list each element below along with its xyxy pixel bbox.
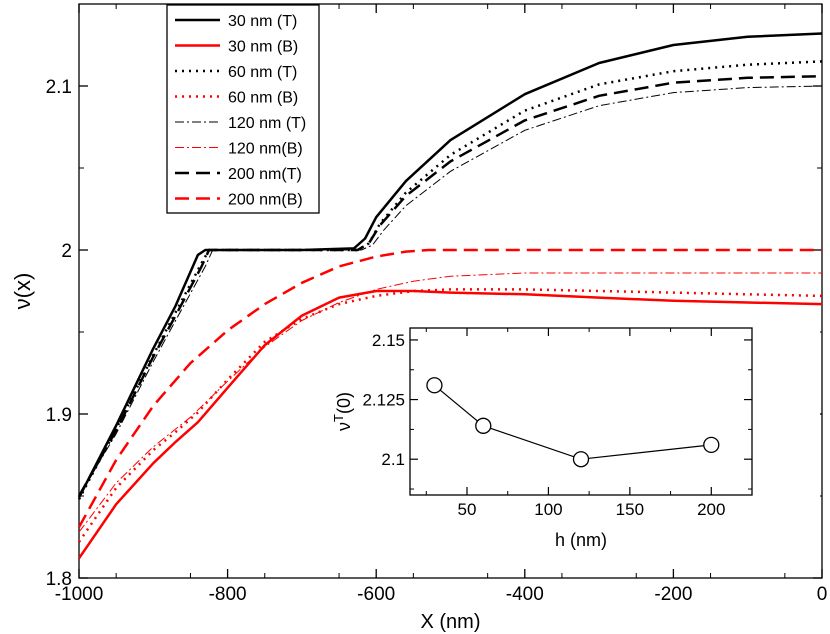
- inset-point-2: [572, 451, 590, 468]
- y-tick-label: 1.8: [46, 569, 72, 590]
- y-tick-label: 2: [61, 241, 72, 262]
- y-axis-label: ν(x): [10, 273, 35, 310]
- x-tick-label: 0: [817, 584, 828, 605]
- inset-point-3: [703, 436, 720, 454]
- inset-x-tick-label: 150: [616, 500, 644, 519]
- x-tick-label: -800: [209, 584, 247, 605]
- legend-label-4: 120 nm (T): [228, 115, 306, 132]
- inset-plot: 50 100 150 200 2.1 2.125 2.15 h (nm) νT(0): [331, 322, 820, 554]
- plot-frame: [78, 3, 823, 579]
- legend: 30 nm (T) 30 nm (B) 60 nm (T) 60 nm (B) 120 …: [166, 4, 320, 214]
- series-line-3: [77, 288, 823, 543]
- x-axis-label: X (nm): [421, 611, 481, 633]
- series-line-2: [77, 60, 823, 500]
- y-tick-label: 2.1: [46, 77, 72, 98]
- inset-x-tick-label: 100: [534, 500, 562, 519]
- x-tick-label: -600: [357, 584, 395, 605]
- legend-label-5: 120 nm(B): [228, 141, 303, 158]
- series-line-5: [78, 272, 822, 533]
- legend-label-1: 30 nm (B): [228, 39, 298, 56]
- inset-y-tick-label: 2.1: [381, 450, 405, 469]
- series-line-6: [77, 74, 823, 497]
- inset-x-tick-label: 200: [697, 500, 725, 519]
- series-line-7: [77, 248, 822, 528]
- inset-frame: [409, 327, 753, 496]
- inset-point-1: [475, 417, 492, 434]
- x-tick-label: -400: [506, 584, 544, 605]
- legend-label-0: 30 nm (T): [228, 13, 297, 30]
- inset-series-line: [434, 384, 712, 460]
- legend-box: [166, 4, 320, 214]
- inset-point-0: [426, 377, 443, 394]
- x-tick-label: -1000: [55, 584, 104, 605]
- series-line-1: [77, 289, 823, 560]
- x-tick-label: -200: [654, 584, 692, 605]
- inset-x-axis-label: h (nm): [555, 530, 607, 550]
- legend-label-7: 200 nm(B): [228, 192, 303, 209]
- series-line-0: [77, 32, 823, 499]
- legend-label-2: 60 nm (T): [228, 64, 297, 81]
- main-plot: -1000 -800 -600 -400 -200 0 1.8 1.9 2 2.1 X (nm) ν(…: [10, 3, 828, 633]
- inset-y-tick-label: 2.125: [362, 391, 405, 410]
- y-tick-label: 1.9: [46, 405, 72, 426]
- inset-y-tick-label: 2.15: [372, 331, 405, 350]
- legend-label-3: 60 nm (B): [228, 90, 298, 107]
- inset-y-axis-label: νT(0): [331, 392, 355, 431]
- legend-label-6: 200 nm(T): [228, 166, 302, 183]
- series-line-4: [78, 85, 823, 497]
- inset-x-tick-label: 50: [458, 500, 477, 519]
